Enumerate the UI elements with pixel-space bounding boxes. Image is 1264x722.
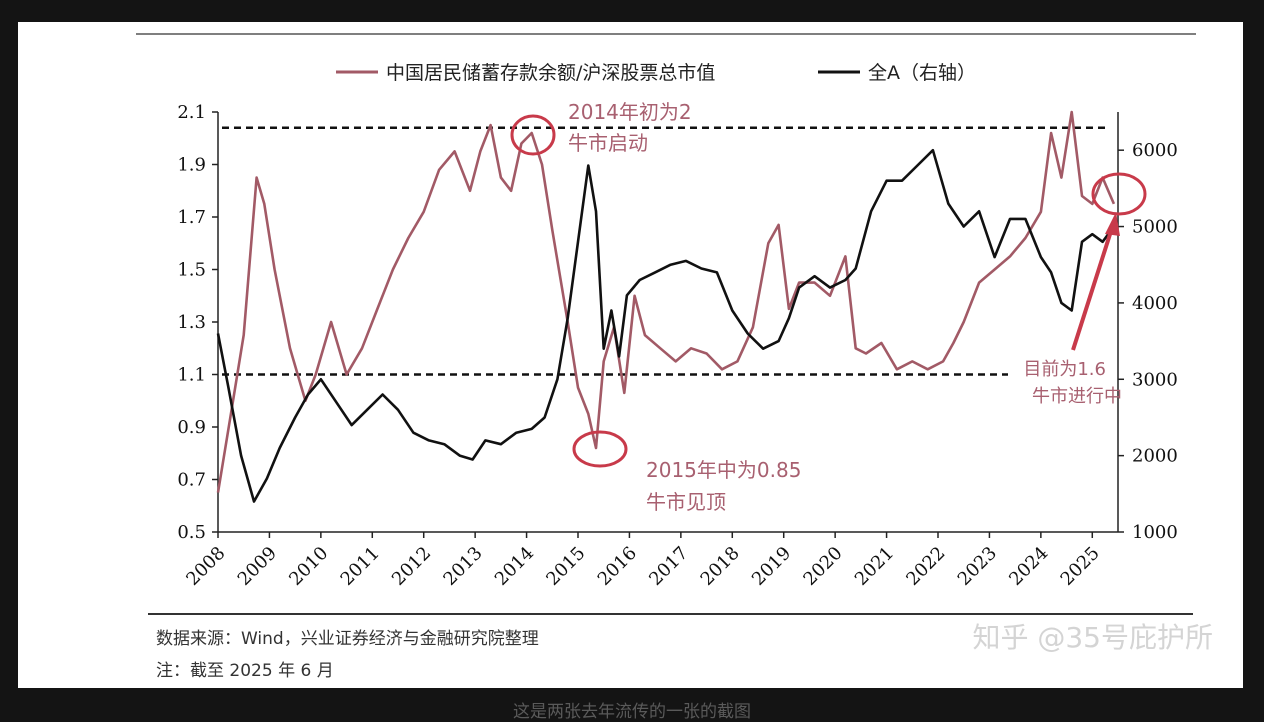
annotation-arrow-shaft <box>1071 227 1114 351</box>
right-axis-ticks: 6000 5000 4000 3000 2000 1000 <box>1118 140 1178 543</box>
left-tick-label: 1.3 <box>177 312 206 333</box>
watermark: 知乎 @35号庇护所 <box>972 621 1213 654</box>
left-axis-ticks: 2.1 1.9 1.7 1.5 1.3 1.1 0.9 0.7 0.5 <box>177 102 218 543</box>
series-index-line <box>216 148 1115 503</box>
x-tick-label: 2022 <box>902 543 949 590</box>
annotation-2015-line1: 2015年中为0.85 <box>646 458 801 482</box>
annotation-2014-line1: 2014年初为2 <box>568 100 692 124</box>
right-tick-label: 1000 <box>1132 522 1178 543</box>
x-tick-label: 2018 <box>697 543 744 590</box>
x-tick-label: 2016 <box>594 543 641 590</box>
x-tick-label: 2020 <box>799 543 846 590</box>
x-tick-label: 2017 <box>645 543 692 590</box>
left-tick-label: 0.9 <box>177 417 206 438</box>
annotation-arrow-head <box>1105 212 1120 236</box>
x-tick-label: 2012 <box>388 543 435 590</box>
x-tick-label: 2009 <box>234 543 281 590</box>
reference-lines <box>222 126 1110 376</box>
annotation-current-line2: 牛市进行中 <box>1032 386 1122 407</box>
x-axis-ticks: 2008 2009 2010 2011 2012 2013 2014 2015 2016 2017… <box>182 532 1104 590</box>
annotation-2015-line2: 牛市见顶 <box>646 490 726 514</box>
x-tick-label: 2010 <box>285 543 332 590</box>
left-tick-label: 1.9 <box>177 155 206 176</box>
annotation-current-bg <box>1008 355 1110 405</box>
date-note: 注：截至 2025 年 6 月 <box>156 661 334 681</box>
x-tick-label: 2015 <box>542 543 589 590</box>
caption: 这是两张去年流传的一张的截图 <box>513 702 751 722</box>
x-tick-label: 2023 <box>954 543 1001 590</box>
x-tick-label: 2024 <box>1005 543 1052 590</box>
source-note: 数据来源：Wind，兴业证券经济与金融研究院整理 <box>156 629 539 649</box>
series-group <box>216 110 1116 503</box>
chart-svg: 中国居民储蓄存款余额/沪深股票总市值 全A（右轴） 2.1 1.9 1.7 1.5 1.… <box>136 33 1196 615</box>
legend-ratio-label: 中国居民储蓄存款余额/沪深股票总市值 <box>386 62 715 84</box>
x-tick-label: 2021 <box>851 543 898 590</box>
left-tick-label: 1.5 <box>177 260 206 281</box>
x-tick-label: 2013 <box>439 543 486 590</box>
annotation-circle-current <box>1091 172 1147 216</box>
left-tick-label: 0.5 <box>177 522 206 543</box>
right-tick-label: 2000 <box>1132 446 1178 467</box>
right-tick-label: 4000 <box>1132 293 1178 314</box>
x-tick-label: 2008 <box>182 543 229 590</box>
annotation-2014-line2: 牛市启动 <box>568 131 648 155</box>
x-tick-label: 2014 <box>491 543 538 590</box>
x-tick-label: 2019 <box>748 543 795 590</box>
left-tick-label: 1.7 <box>177 207 206 228</box>
right-tick-label: 5000 <box>1132 217 1178 238</box>
series-ratio-line <box>216 110 1116 493</box>
x-tick-label: 2025 <box>1057 543 1104 590</box>
annotation-circle-2015 <box>572 430 628 468</box>
annotation-current-line1: 目前为1.6 <box>1023 359 1106 380</box>
left-tick-label: 2.1 <box>177 102 206 123</box>
legend-index-label: 全A（右轴） <box>868 62 976 84</box>
left-tick-label: 0.7 <box>177 470 206 491</box>
chart-frame: 中国居民储蓄存款余额/沪深股票总市值 全A（右轴） 2.1 1.9 1.7 1.5 1.… <box>18 22 1243 688</box>
x-tick-label: 2011 <box>337 543 384 590</box>
right-tick-label: 6000 <box>1132 140 1178 161</box>
left-tick-label: 1.1 <box>177 365 206 386</box>
right-tick-label: 3000 <box>1132 369 1178 390</box>
annotation-circle-2014 <box>510 114 556 156</box>
